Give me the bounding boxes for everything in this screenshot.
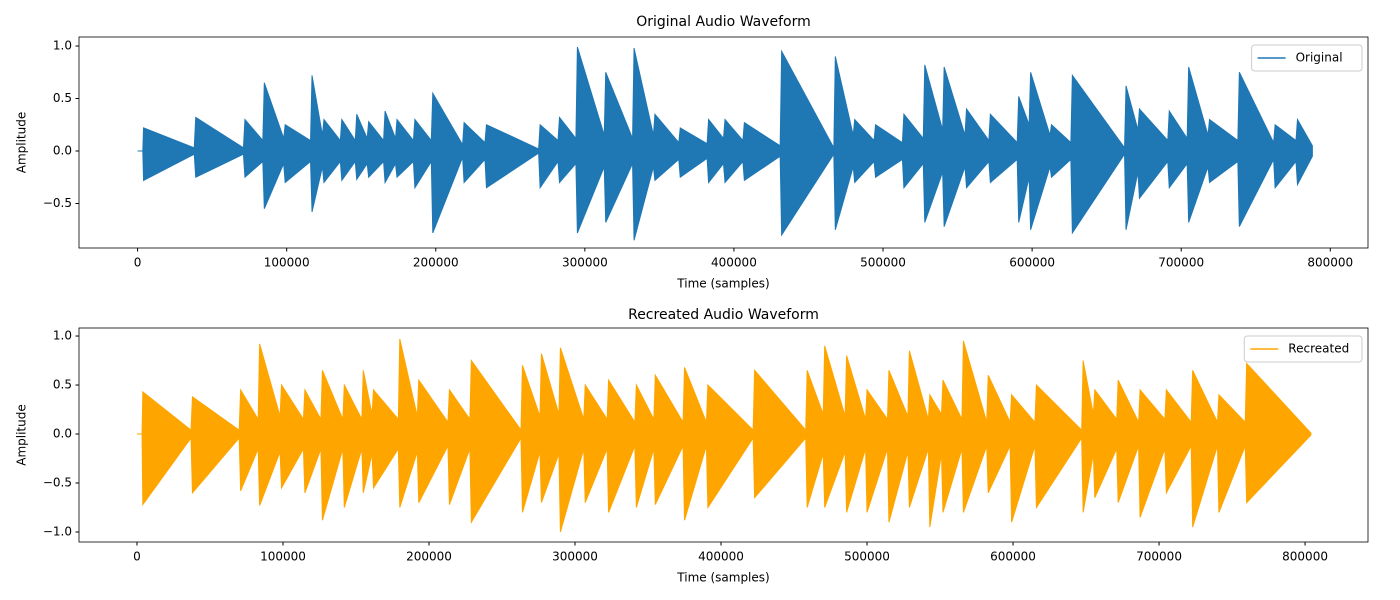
x-tick-label: 400000 xyxy=(711,256,757,270)
chart-title: Recreated Audio Waveform xyxy=(628,307,819,323)
x-tick-label: 300000 xyxy=(552,550,598,564)
x-tick-label: 100000 xyxy=(260,550,306,564)
y-tick-label: 1.0 xyxy=(53,329,72,343)
y-tick-label: −1.0 xyxy=(43,525,72,539)
legend-label: Recreated xyxy=(1288,342,1349,356)
legend-box xyxy=(1243,335,1363,363)
x-tick-label: 600000 xyxy=(1009,256,1055,270)
x-tick-label: 300000 xyxy=(562,256,608,270)
x-tick-label: 800000 xyxy=(1282,550,1328,564)
x-axis-label: Time (samples) xyxy=(676,571,769,585)
x-tick-label: 500000 xyxy=(844,550,890,564)
y-tick-label: −0.5 xyxy=(43,196,72,210)
legend-box xyxy=(1251,44,1363,72)
y-axis-label: Amplitude xyxy=(15,112,29,174)
x-tick-label: 100000 xyxy=(264,256,310,270)
plot-area xyxy=(136,338,1312,533)
x-tick-label: 400000 xyxy=(698,550,744,564)
y-tick-label: 0.0 xyxy=(53,144,72,158)
waveform-area xyxy=(137,46,1313,241)
axes-frame xyxy=(78,36,1369,249)
y-tick-label: 0.5 xyxy=(53,91,72,105)
x-tick-label: 600000 xyxy=(990,550,1036,564)
chart-title: Original Audio Waveform xyxy=(636,14,811,30)
y-tick-label: 1.0 xyxy=(53,39,72,53)
x-tick-label: 700000 xyxy=(1136,550,1182,564)
plot-area xyxy=(137,46,1313,241)
x-tick-label: 700000 xyxy=(1158,256,1204,270)
x-tick-label: 200000 xyxy=(413,256,459,270)
x-tick-label: 0 xyxy=(134,256,142,270)
legend-label: Original xyxy=(1296,51,1343,65)
y-tick-label: 0.0 xyxy=(53,427,72,441)
y-axis-label: Amplitude xyxy=(15,404,29,466)
y-tick-label: 0.5 xyxy=(53,378,72,392)
axes-frame xyxy=(78,327,1369,543)
waveform-area xyxy=(136,338,1312,533)
x-tick-label: 200000 xyxy=(406,550,452,564)
y-tick-label: −0.5 xyxy=(43,476,72,490)
x-axis-label: Time (samples) xyxy=(676,277,769,291)
x-tick-label: 500000 xyxy=(860,256,906,270)
x-tick-label: 0 xyxy=(133,550,141,564)
x-tick-label: 800000 xyxy=(1307,256,1353,270)
